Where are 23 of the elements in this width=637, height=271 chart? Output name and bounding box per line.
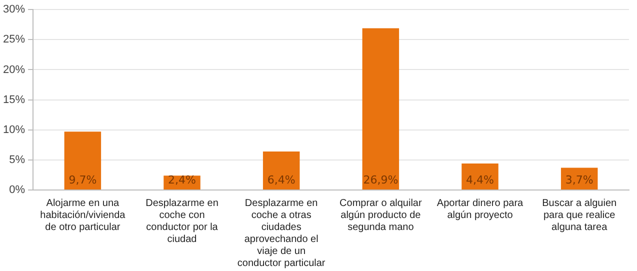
y-tick-label: 10% [2, 124, 26, 136]
x-tick-label: Aportar dinero para algún proyecto [436, 198, 524, 221]
y-tick-label: 15% [2, 94, 26, 106]
x-tick-label: Desplazarme en coche a otras ciudades aprovechando el viaje de un conductor particular [237, 198, 326, 269]
y-tick-label: 30% [2, 4, 26, 16]
x-tick-label: Desplazarme en coche con conductor por la ciudad [146, 198, 218, 245]
y-tick-label: 0% [9, 184, 26, 196]
data-label: 4,4% [466, 173, 494, 186]
data-label: 3,7% [565, 173, 594, 186]
data-label: 2,4% [168, 173, 196, 186]
x-tick-label: Buscar a alguien para que realice alguna tarea [542, 198, 617, 233]
data-label: 9,7% [68, 173, 97, 186]
bar [462, 164, 498, 190]
x-tick-label: Alojarme en una habitación/vivienda de otro particular [40, 198, 126, 233]
data-label: 26,9% [363, 173, 398, 186]
y-tick-label: 5% [9, 154, 26, 166]
y-tick-label: 25% [2, 34, 26, 46]
data-label: 6,4% [267, 173, 296, 186]
bar [362, 28, 400, 190]
x-tick-label: Comprar o alquilar algún producto de segunda mano [340, 198, 422, 233]
bar [64, 132, 102, 190]
bar [262, 152, 300, 190]
y-tick-label: 20% [2, 64, 26, 76]
